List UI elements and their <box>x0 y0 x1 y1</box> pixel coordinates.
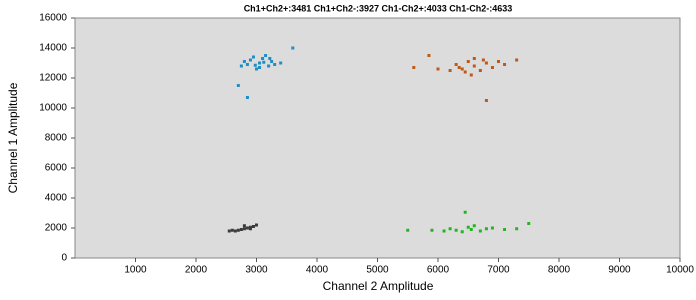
droplet <box>484 227 488 231</box>
droplet <box>430 228 434 232</box>
droplet <box>248 227 252 231</box>
droplet <box>472 64 476 68</box>
x-tick-label: 10000 <box>666 265 694 276</box>
droplet <box>472 224 476 228</box>
droplet <box>448 227 452 231</box>
droplet <box>442 229 446 233</box>
droplet <box>239 228 243 231</box>
x-tick-label: 5000 <box>366 265 389 276</box>
droplet <box>460 230 464 234</box>
x-axis-label: Channel 2 Amplitude <box>323 279 434 293</box>
droplet <box>463 70 467 74</box>
droplet <box>239 64 243 68</box>
droplet <box>503 63 507 66</box>
y-tick-label: 4000 <box>45 193 68 204</box>
x-tick-label: 9000 <box>608 265 631 276</box>
droplet <box>251 55 255 59</box>
x-tick-label: 8000 <box>548 265 571 276</box>
droplet <box>490 66 494 69</box>
droplet <box>255 67 258 71</box>
droplet <box>463 210 467 214</box>
droplet <box>273 63 277 66</box>
droplet <box>469 228 473 231</box>
x-tick-label: 2000 <box>185 265 208 276</box>
droplet <box>245 63 249 66</box>
y-tick-label: 6000 <box>45 163 68 174</box>
droplet <box>460 67 464 71</box>
y-tick-label: 0 <box>61 253 67 264</box>
droplet <box>466 60 470 63</box>
droplet <box>258 61 262 65</box>
droplet <box>454 228 458 232</box>
y-tick-label: 2000 <box>45 223 68 234</box>
droplet <box>242 227 246 231</box>
droplet <box>248 58 252 62</box>
y-tick-label: 16000 <box>39 13 67 24</box>
droplet <box>255 223 258 227</box>
droplet <box>261 57 265 60</box>
droplet <box>527 222 531 225</box>
droplet <box>251 225 255 228</box>
droplet <box>454 63 458 66</box>
y-tick-label: 14000 <box>39 43 67 54</box>
x-tick-label: 4000 <box>306 265 329 276</box>
droplet <box>268 57 272 60</box>
x-tick-label: 7000 <box>487 265 510 276</box>
droplet <box>230 228 234 232</box>
droplet <box>497 60 500 63</box>
droplet <box>490 226 494 230</box>
droplet <box>227 229 231 233</box>
droplet <box>236 84 240 87</box>
droplet <box>503 228 507 231</box>
x-tick-label: 3000 <box>245 265 268 276</box>
droplet <box>484 61 488 65</box>
plot-area <box>74 17 681 259</box>
droplet <box>484 99 488 102</box>
droplet <box>279 61 283 65</box>
droplet <box>472 57 476 60</box>
x-tick-label: 1000 <box>124 265 147 276</box>
y-tick-label: 8000 <box>45 133 68 144</box>
droplet <box>242 224 246 228</box>
droplet <box>253 63 257 67</box>
droplet <box>291 46 295 50</box>
droplet <box>412 66 416 69</box>
y-axis-label: Channel 1 Amplitude <box>6 82 20 193</box>
y-tick-label: 10000 <box>39 103 67 114</box>
droplet <box>242 60 246 63</box>
droplet <box>262 60 266 64</box>
droplet <box>245 96 249 99</box>
droplet <box>406 228 410 232</box>
droplet <box>448 69 452 72</box>
droplet <box>270 60 274 63</box>
droplet <box>427 54 431 57</box>
droplet <box>436 67 440 71</box>
y-tick-label: 12000 <box>39 73 67 84</box>
droplet <box>478 229 482 233</box>
droplet <box>258 66 262 69</box>
droplet <box>515 227 519 231</box>
droplet <box>515 58 519 62</box>
droplet <box>233 229 237 233</box>
droplet <box>481 58 485 62</box>
droplet <box>478 69 482 72</box>
x-tick-label: 6000 <box>427 265 450 276</box>
droplet <box>466 225 470 229</box>
droplet <box>457 66 461 69</box>
droplet <box>267 64 271 68</box>
droplet <box>264 54 268 57</box>
droplet <box>236 228 240 232</box>
chart-title: Ch1+Ch2+:3481 Ch1+Ch2-:3927 Ch1-Ch2+:403… <box>244 3 513 13</box>
droplet <box>245 226 249 230</box>
droplet <box>469 73 473 77</box>
